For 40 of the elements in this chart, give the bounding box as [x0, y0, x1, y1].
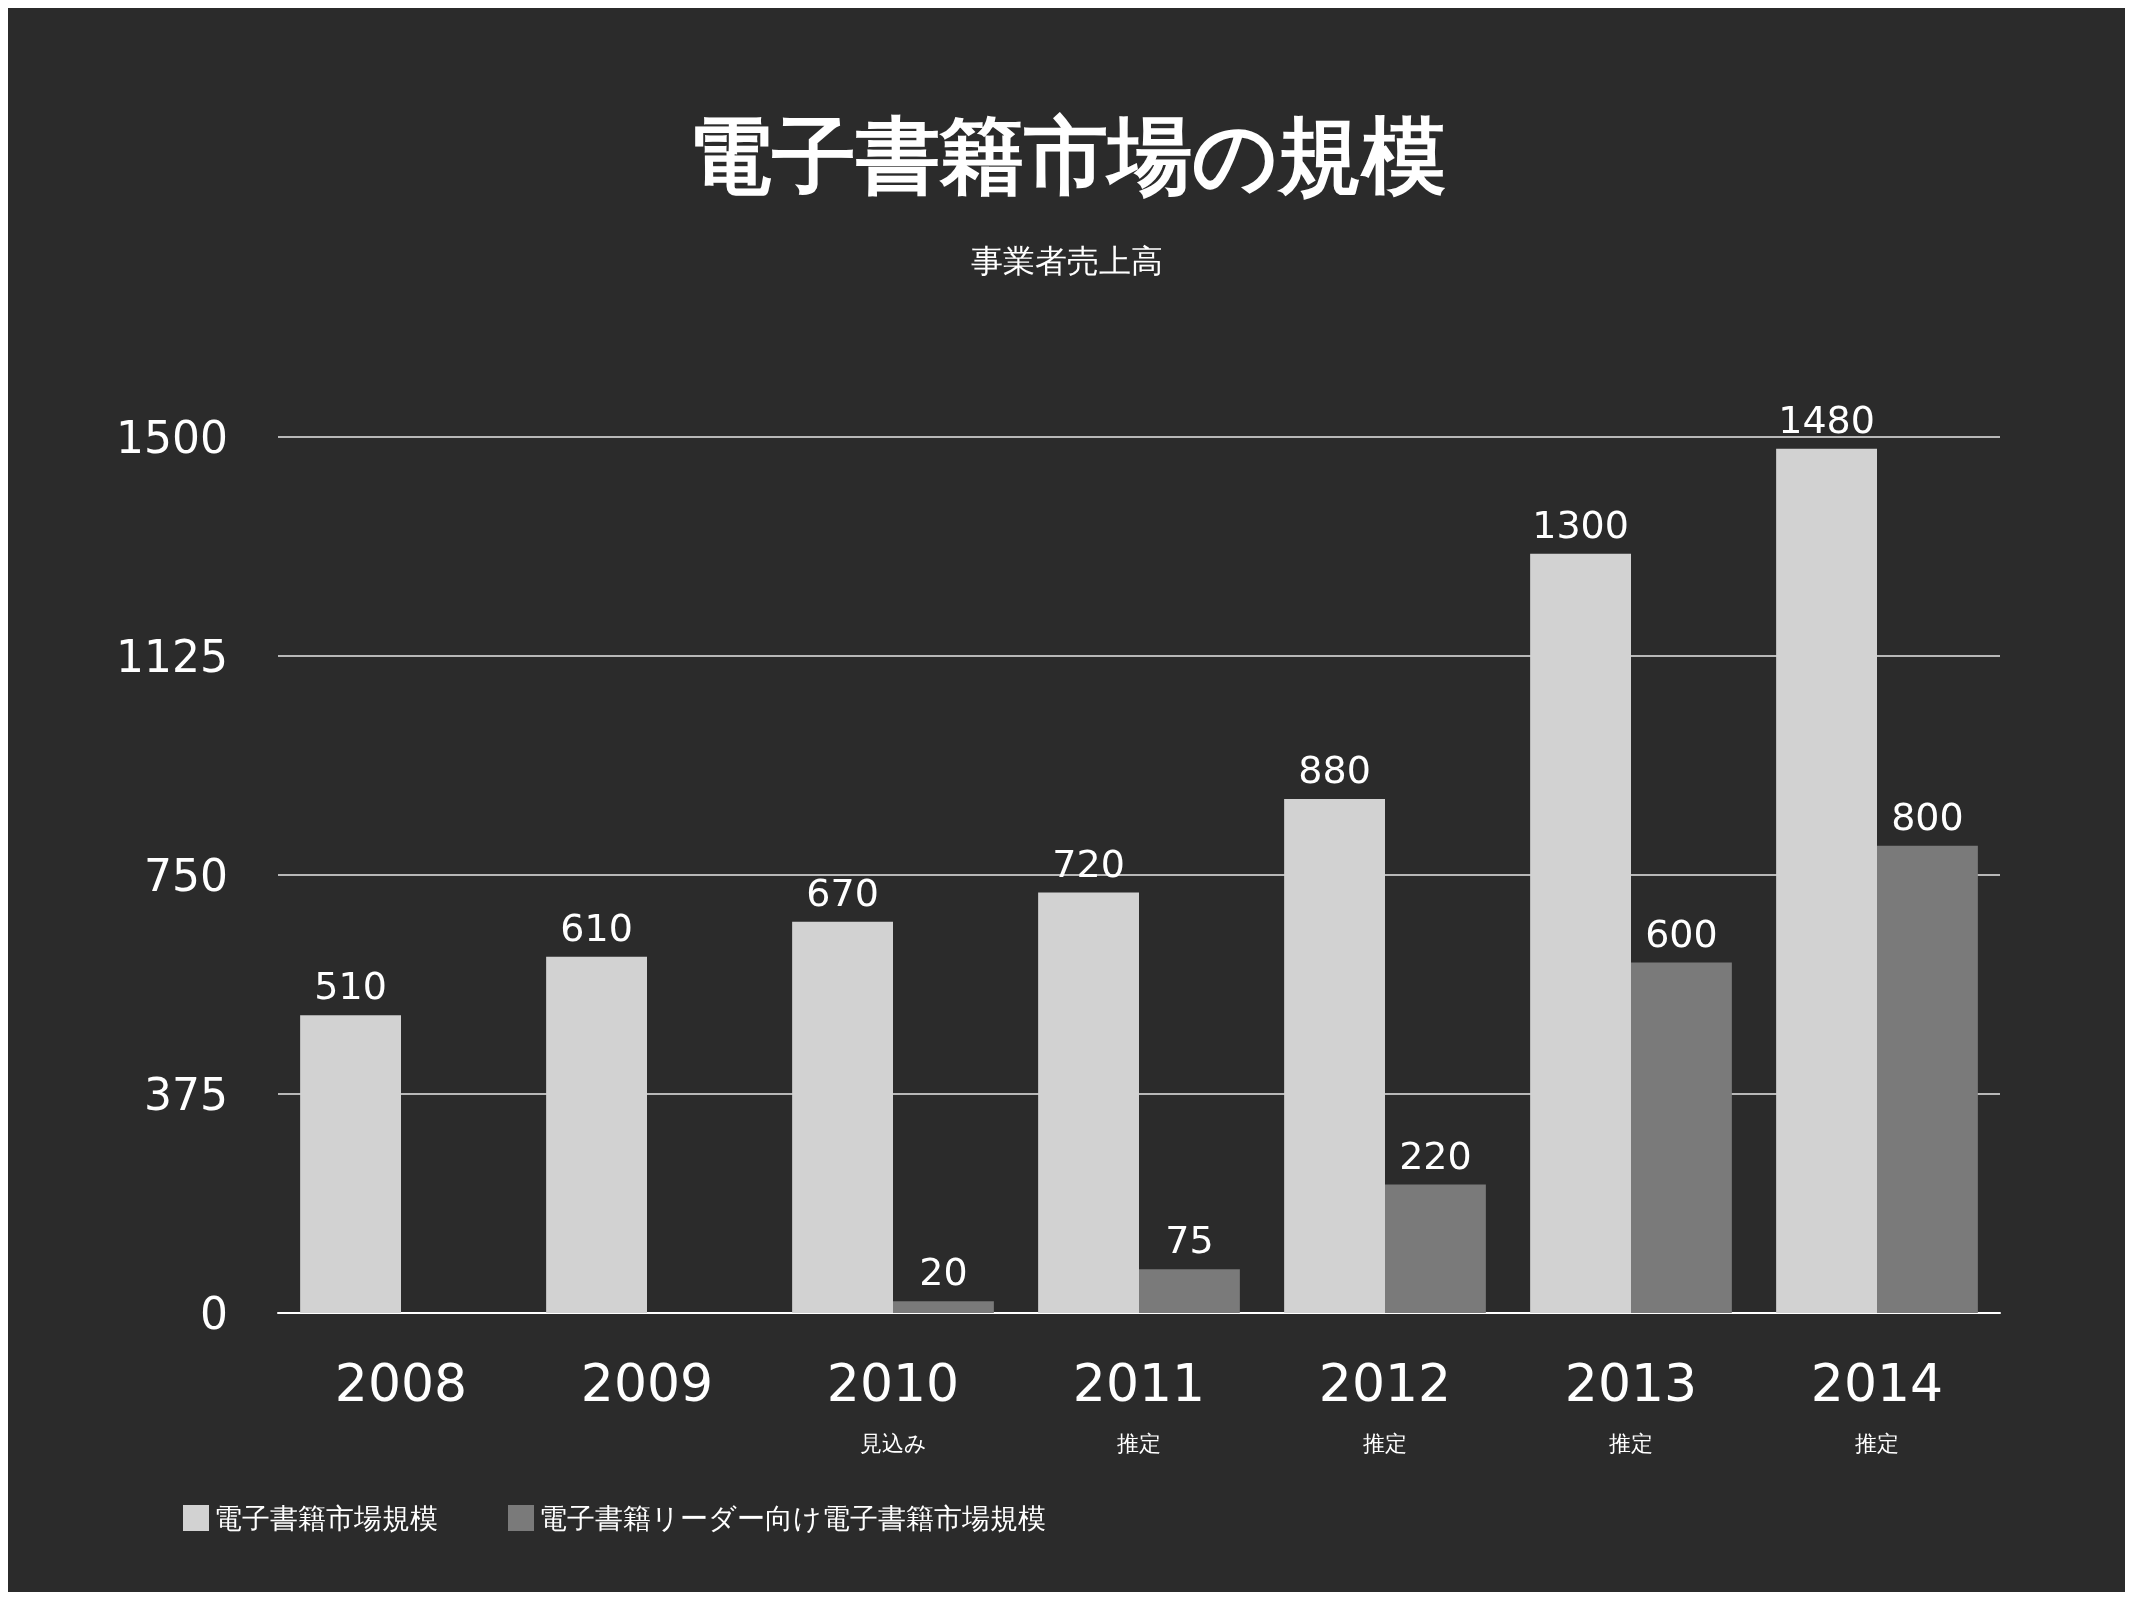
data-label: 75 [1165, 1218, 1214, 1263]
bar [1776, 448, 1877, 1313]
x-tick-label: 2010 見込み [826, 1353, 960, 1456]
data-label: 1480 [1778, 397, 1875, 442]
bar [300, 1015, 401, 1313]
bar [893, 1301, 994, 1313]
chart-title: 電子書籍市場の規模 [687, 105, 1446, 205]
data-label: 220 [1399, 1133, 1472, 1178]
data-label: 720 [1052, 841, 1125, 886]
bar [1385, 1184, 1486, 1313]
data-label: 1300 [1532, 502, 1629, 547]
x-tick-label: 2008 [334, 1353, 468, 1413]
data-label: 800 [1891, 794, 1964, 839]
bar [1038, 892, 1139, 1313]
x-tick-label: 2013 推定 [1564, 1353, 1698, 1456]
data-label: 600 [1645, 911, 1718, 956]
y-tick-label: 750 [144, 849, 228, 901]
bar [1530, 553, 1631, 1313]
x-tick-label: 2009 [580, 1353, 714, 1413]
bar [1284, 799, 1385, 1313]
bar [546, 956, 647, 1313]
y-tick-label: 0 [200, 1287, 228, 1339]
x-tick-label: 2011 推定 [1072, 1353, 1206, 1456]
data-label: 880 [1298, 748, 1371, 793]
y-tick-label: 375 [144, 1068, 228, 1120]
y-tick-label: 1125 [116, 630, 228, 682]
bar [1139, 1269, 1240, 1313]
legend-label: 電子書籍市場規模 [214, 1501, 438, 1535]
y-tick-label: 1500 [116, 411, 228, 463]
data-label: 670 [806, 870, 879, 915]
data-label: 20 [919, 1250, 968, 1295]
data-label: 610 [560, 905, 633, 950]
bar [792, 921, 893, 1313]
bar [1631, 962, 1732, 1313]
x-tick-label: 2012 推定 [1318, 1353, 1452, 1456]
data-label: 510 [314, 964, 387, 1009]
bar [1877, 845, 1978, 1313]
x-tick-label: 2014 推定 [1810, 1353, 1944, 1456]
chart-subtitle: 事業者売上高 [970, 242, 1163, 280]
legend-label: 電子書籍リーダー向け電子書籍市場規模 [539, 1501, 1046, 1535]
